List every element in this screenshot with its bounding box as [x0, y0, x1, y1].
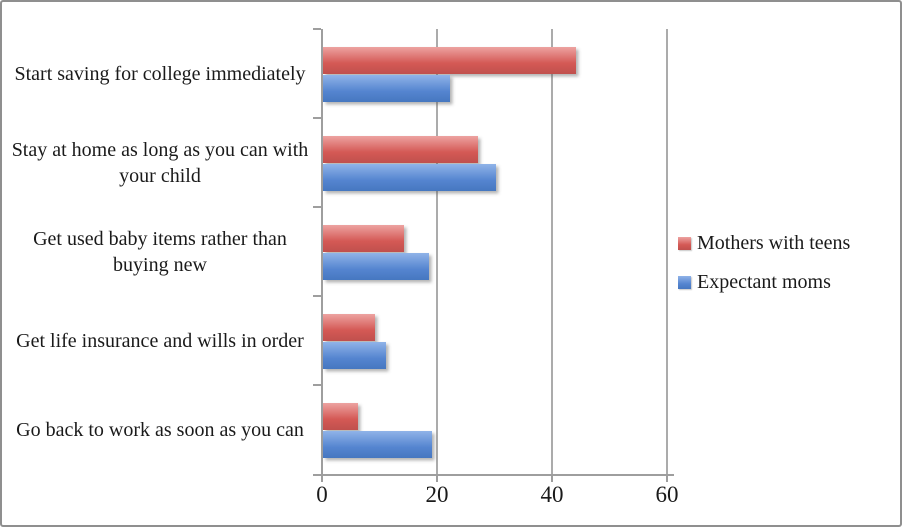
x-axis-tick-labels: 0 20 40 60	[2, 482, 900, 510]
x-axis-tick-60	[666, 476, 668, 482]
y-axis-tick	[313, 295, 321, 297]
y-axis-tick	[313, 384, 321, 386]
bar-mothers-2	[323, 225, 404, 252]
bar-mothers-4	[323, 403, 358, 430]
gridline-60	[666, 29, 668, 474]
x-tick-label-60: 60	[655, 482, 679, 507]
bar-expectant-2	[323, 253, 430, 280]
category-axis-labels: Start saving for college immediately Stay…	[10, 29, 310, 474]
bar-mothers-3	[323, 314, 375, 341]
category-label-3: Get life insurance and wills in order	[16, 329, 304, 352]
legend: Mothers with teens Expectant moms	[678, 230, 898, 308]
bar-mothers-0	[323, 47, 576, 74]
category-label-1: Stay at home as long as you can with you…	[11, 138, 309, 187]
gridline-20	[436, 29, 438, 474]
legend-item-expectant-moms: Expectant moms	[678, 269, 898, 295]
bar-mothers-1	[323, 136, 479, 163]
x-axis-tick-0	[321, 476, 323, 482]
gridline-40	[551, 29, 553, 474]
x-axis-line	[313, 474, 674, 476]
x-axis-tick-40	[551, 476, 553, 482]
y-axis-line	[321, 29, 323, 474]
bar-expectant-1	[323, 164, 496, 191]
x-tick-label-20: 20	[425, 482, 449, 507]
legend-swatch-red-icon	[678, 236, 691, 250]
category-label-2: Get used baby items rather than buying n…	[33, 227, 287, 276]
bar-expectant-3	[323, 342, 387, 369]
y-axis-tick	[313, 117, 321, 119]
x-tick-label-0: 0	[316, 482, 328, 507]
legend-label-expectant-moms: Expectant moms	[697, 270, 831, 293]
bar-expectant-4	[323, 431, 433, 458]
x-axis-tick-20	[436, 476, 438, 482]
bar-expectant-0	[323, 75, 450, 102]
category-label-4: Go back to work as soon as you can	[16, 418, 304, 441]
legend-label-mothers-with-teens: Mothers with teens	[697, 231, 851, 254]
legend-swatch-blue-icon	[678, 275, 691, 289]
y-axis-tick	[313, 206, 321, 208]
legend-item-mothers-with-teens: Mothers with teens	[678, 230, 898, 256]
x-tick-label-40: 40	[540, 482, 564, 507]
category-label-0: Start saving for college immediately	[14, 62, 306, 85]
y-axis-tick	[313, 28, 321, 30]
